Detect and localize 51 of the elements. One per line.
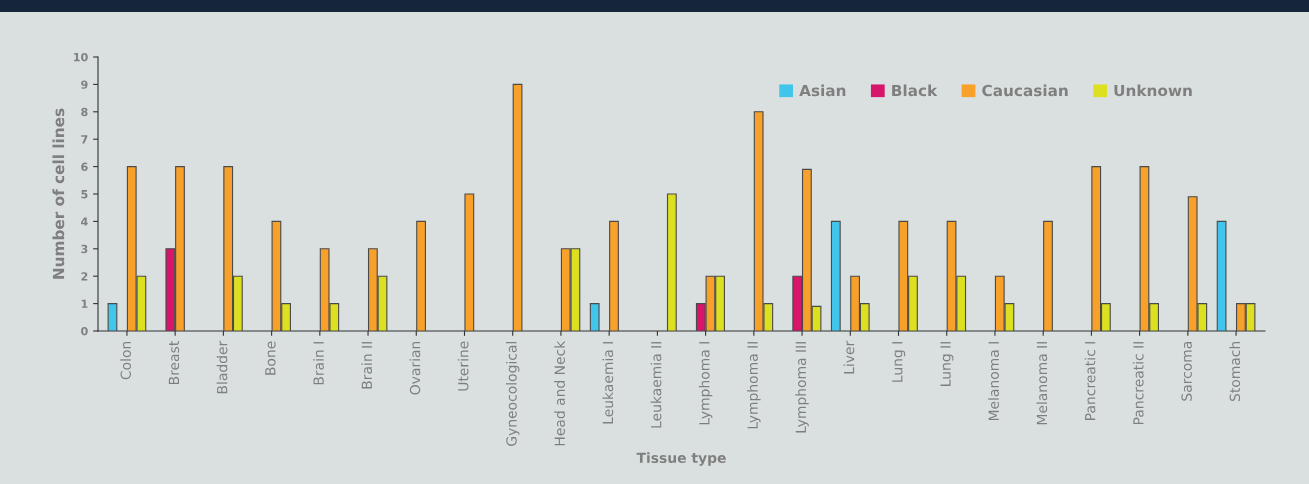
x-tick-label: Uterine [457, 341, 469, 391]
bar [416, 220, 426, 331]
x-tick-label: Lymphoma I [698, 342, 713, 425]
legend-label: Asian [799, 84, 846, 97]
x-tick-label: Brain I [313, 342, 324, 385]
bar [464, 193, 475, 331]
x-tick-label: Head and Neck [554, 340, 565, 446]
y-tick-label: 7 [81, 135, 88, 144]
x-tick-label: Lung II [940, 342, 954, 386]
x-tick-label: Bladder [216, 340, 228, 394]
x-axis-title: Tissue type [636, 452, 726, 466]
bar [589, 303, 600, 331]
bar [666, 193, 677, 331]
x-tick-label: Melanoma I [988, 342, 999, 421]
x-tick-label: Colon [120, 341, 131, 380]
x-tick-label: Lymphoma II [747, 342, 761, 429]
bar [1043, 220, 1053, 331]
y-tick-label: 9 [81, 80, 88, 89]
x-tick-label: Bone [265, 341, 276, 375]
bar [512, 83, 523, 331]
bar [830, 220, 841, 331]
x-tick-label: Gyneocological [506, 342, 520, 446]
y-tick-label: 6 [81, 162, 88, 171]
y-tick-label: 2 [81, 272, 88, 281]
x-tick-label: Leukaemia II [650, 342, 662, 428]
legend-label: Caucasian [982, 84, 1068, 97]
x-tick-label: Melanoma II [1036, 342, 1048, 425]
y-tick-label: 1 [81, 299, 88, 308]
x-tick-label: Ovarian [409, 341, 421, 395]
y-tick-label: 0 [81, 326, 88, 336]
y-tick-label: 5 [81, 190, 88, 199]
y-tick-label: 4 [81, 217, 88, 226]
x-tick-label: Pancreatic I [1084, 342, 1096, 420]
x-tick-label: Lymphoma III [795, 342, 809, 433]
x-tick-label: Breast [168, 341, 180, 385]
legend-label: Black [892, 84, 938, 97]
x-tick-label: Lung I [892, 342, 906, 382]
x-tick-label: Pancreatic II [1132, 342, 1144, 425]
bar [107, 303, 118, 331]
y-tick-label: 10 [74, 52, 88, 62]
x-tick-label: Brain II [361, 342, 373, 389]
bar [609, 220, 619, 331]
y-tick-label: 8 [81, 107, 88, 117]
x-tick-label: Liver [843, 340, 855, 374]
legend-label: Unknown [1114, 84, 1192, 97]
bar [1216, 220, 1227, 331]
y-tick-label: 3 [81, 244, 88, 254]
y-axis-title: Number of cell lines [52, 108, 65, 279]
x-tick-label: Stomach [1229, 341, 1241, 402]
x-tick-label: Leukaemia I [602, 342, 614, 424]
x-tick-label: Sarcoma [1181, 341, 1192, 401]
